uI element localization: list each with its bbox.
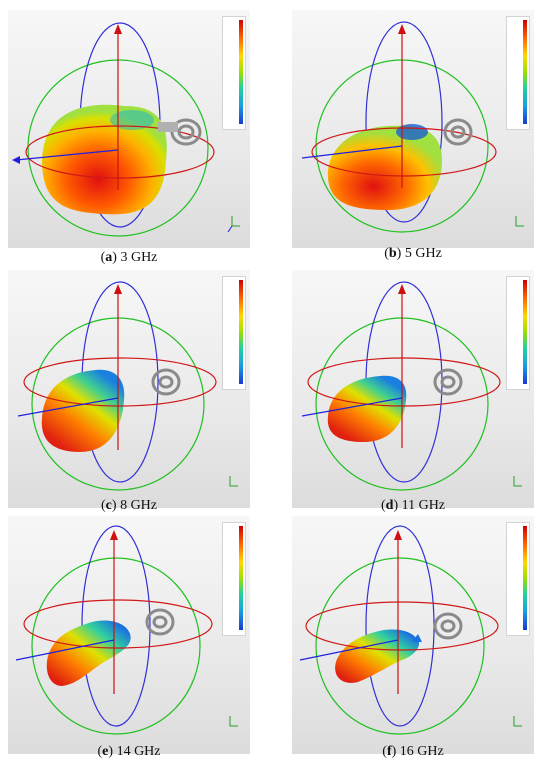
color-scale-d	[506, 276, 530, 390]
color-scale-e	[222, 522, 246, 636]
color-scale-c	[222, 276, 246, 390]
caption-b: (b) 5 GHz	[384, 246, 442, 261]
color-scale-a	[222, 16, 246, 130]
radiation-pattern-panel-b	[292, 10, 534, 248]
caption-a: (a) 3 GHz	[100, 250, 158, 265]
radiation-pattern-plot-b	[301, 21, 524, 233]
radiation-pattern-panel-f	[292, 516, 534, 754]
radiation-pattern-plot-a	[12, 22, 240, 237]
caption-c: (c) 8 GHz	[101, 498, 157, 513]
radiation-pattern-plot-f	[299, 525, 522, 735]
color-scale-f	[506, 522, 530, 636]
color-scale-b	[506, 16, 530, 130]
radiation-pattern-panel-a	[8, 10, 250, 248]
radiation-pattern-panel-e	[8, 516, 250, 754]
caption-e: (e) 14 GHz	[97, 744, 161, 759]
radiation-pattern-plot-c	[17, 281, 238, 491]
radiation-pattern-plot-d	[301, 281, 522, 491]
caption-f: (f) 16 GHz	[382, 744, 444, 759]
radiation-pattern-panel-c	[8, 270, 250, 508]
caption-d: (d) 11 GHz	[380, 498, 446, 513]
radiation-pattern-panel-d	[292, 270, 534, 508]
radiation-pattern-plot-e	[15, 525, 238, 735]
